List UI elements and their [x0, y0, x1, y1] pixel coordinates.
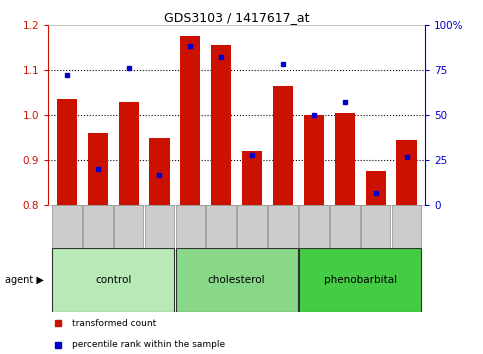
Bar: [330, 205, 359, 248]
Bar: [118, 102, 139, 205]
Bar: [273, 86, 293, 205]
Bar: [299, 248, 421, 312]
Bar: [114, 205, 143, 248]
Bar: [52, 248, 174, 312]
Bar: [175, 248, 298, 312]
Bar: [268, 205, 298, 248]
Bar: [304, 115, 324, 205]
Bar: [83, 205, 113, 248]
Bar: [52, 205, 82, 248]
Bar: [175, 205, 205, 248]
Bar: [242, 151, 262, 205]
Bar: [144, 205, 174, 248]
Bar: [392, 205, 421, 248]
Bar: [211, 45, 231, 205]
Bar: [335, 113, 355, 205]
Title: GDS3103 / 1417617_at: GDS3103 / 1417617_at: [164, 11, 310, 24]
Bar: [361, 205, 390, 248]
Bar: [299, 205, 329, 248]
Text: cholesterol: cholesterol: [208, 275, 266, 285]
Bar: [88, 133, 108, 205]
Bar: [180, 36, 200, 205]
Text: phenobarbital: phenobarbital: [324, 275, 397, 285]
Text: control: control: [95, 275, 131, 285]
Bar: [397, 140, 416, 205]
Bar: [237, 205, 267, 248]
Bar: [149, 138, 170, 205]
Text: percentile rank within the sample: percentile rank within the sample: [72, 340, 226, 349]
Bar: [57, 99, 77, 205]
Bar: [206, 205, 236, 248]
Bar: [366, 171, 385, 205]
Text: transformed count: transformed count: [72, 319, 156, 328]
Text: agent ▶: agent ▶: [5, 275, 43, 285]
